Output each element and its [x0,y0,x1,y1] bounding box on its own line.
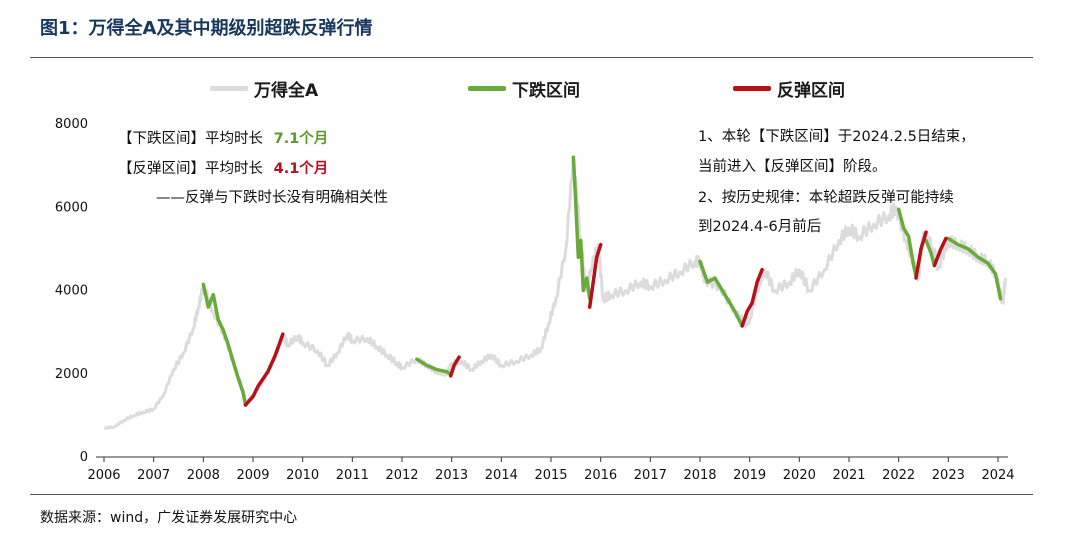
x-tick-label: 2010 [286,468,319,483]
x-tick-label: 2011 [336,468,369,483]
rebound-segment-line [243,332,285,407]
x-tick-label: 2023 [932,468,965,483]
note-right-1: 1、本轮【下跌区间】于2024.2.5日结束， [698,129,975,145]
x-tick-label: 2006 [87,468,120,483]
title-rule [30,57,1033,58]
note-right-2: 当前进入【反弹区间】阶段。 [698,159,887,175]
note-rebound-label: 【反弹区间】平均时长 [118,161,263,177]
rebound-segment-line [914,230,928,280]
x-tick-label: 2008 [187,468,220,483]
x-tick-label: 2022 [882,468,915,483]
x-tick-label: 2014 [485,468,518,483]
x-tick-label: 2018 [683,468,716,483]
y-tick-label: 2000 [55,367,88,382]
legend-item-index: 万得全A [210,76,318,101]
legend-swatch-fall [468,86,506,91]
legend-label-fall: 下跌区间 [512,81,580,101]
source-note: 数据来源：wind，广发证券发展研究中心 [40,510,298,526]
note-right-4: 到2024.4-6月前后 [698,219,822,235]
chart-marks [103,155,1007,430]
x-tick-label: 2015 [534,468,567,483]
note-right-3: 2、按历史规律：本轮超跌反弹可能持续 [698,190,954,206]
rebound-segment-line [932,236,948,268]
fall-segment-line [201,282,248,407]
note-rebound-duration: 【反弹区间】平均时长 4.1个月 [118,162,328,177]
rebound-segment-line [740,267,764,328]
note-rebound-value: 4.1个月 [273,161,329,177]
source-rule [30,494,1033,495]
fall-segment-line [571,155,592,301]
x-tick-label: 2013 [435,468,468,483]
y-tick-label: 6000 [55,200,88,215]
fall-segment-line [415,357,453,377]
y-tick-label: 4000 [55,284,88,299]
legend-item-rebound: 反弹区间 [733,76,845,101]
y-tick-label: 8000 [55,117,88,132]
legend-swatch-index [210,86,248,91]
x-tick-label: 2009 [236,468,269,483]
fall-segment-line [946,236,1003,301]
note-fall-label: 【下跌区间】平均时长 [118,131,263,147]
fall-segment-line [924,238,937,268]
legend-label-rebound: 反弹区间 [777,81,845,101]
x-tick-label: 2012 [385,468,418,483]
y-tick-label: 0 [80,450,88,465]
x-tick-label: 2024 [981,468,1014,483]
rebound-segment-line [448,355,461,378]
x-tick-label: 2020 [783,468,816,483]
chart-axes: 0 2000 4000 6000 8000 2006 2007 2008 2009 2010 201… [55,117,1015,483]
legend-swatch-rebound [733,86,771,91]
note-correlation: ——反弹与下跌时长没有明确相关性 [156,190,388,206]
x-tick-label: 2019 [733,468,766,483]
x-tick-label: 2021 [832,468,865,483]
legend-label-index: 万得全A [254,81,319,101]
legend-item-fall: 下跌区间 [468,76,580,101]
fall-segment-line [698,259,744,328]
figure-title: 图1：万得全A及其中期级别超跌反弹行情 [40,18,373,39]
x-tick-label: 2017 [634,468,667,483]
x-tick-label: 2007 [137,468,170,483]
note-fall-value: 7.1个月 [273,131,329,147]
rebound-segment-line [587,242,603,309]
note-fall-duration: 【下跌区间】平均时长 7.1个月 [118,132,328,147]
x-tick-label: 2016 [584,468,617,483]
fall-segment-line [896,207,918,278]
